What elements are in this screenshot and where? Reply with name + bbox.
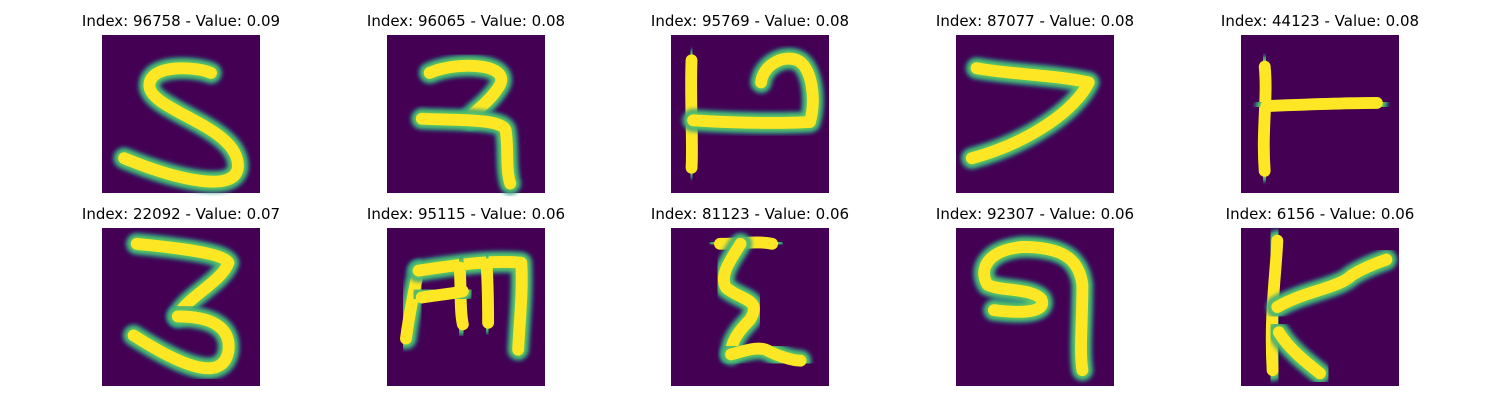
image-panel: Index: 96758 - Value: 0.09 xyxy=(82,12,280,193)
glyph-zigzag-shape xyxy=(708,231,812,372)
glyph-m-shape xyxy=(394,250,533,361)
panel-title: Index: 22092 - Value: 0.07 xyxy=(82,205,280,223)
panel-title: Index: 6156 - Value: 0.06 xyxy=(1226,205,1415,223)
image-panel: Index: 44123 - Value: 0.08 xyxy=(1221,12,1419,193)
image-panel: Index: 6156 - Value: 0.06 xyxy=(1226,205,1415,386)
panel-title: Index: 95115 - Value: 0.06 xyxy=(367,205,565,223)
image-panel: Index: 95769 - Value: 0.08 xyxy=(651,12,849,193)
glyph-p-shape xyxy=(680,47,824,179)
panel-title: Index: 87077 - Value: 0.08 xyxy=(936,12,1134,30)
image-panel: Index: 87077 - Value: 0.08 xyxy=(936,12,1134,193)
image-panel: Index: 92307 - Value: 0.06 xyxy=(936,205,1134,386)
glyph-three-shape xyxy=(122,232,240,380)
image-panel: Index: 95115 - Value: 0.06 xyxy=(367,205,565,386)
panel-title: Index: 95769 - Value: 0.08 xyxy=(651,12,849,30)
panel-title: Index: 44123 - Value: 0.08 xyxy=(1221,12,1419,30)
image-panel: Index: 81123 - Value: 0.06 xyxy=(651,205,849,386)
glyph-s-shape xyxy=(113,57,249,193)
panel-title: Index: 96065 - Value: 0.08 xyxy=(367,12,565,30)
glyph-k-shape xyxy=(1260,229,1398,385)
image-panel: Index: 22092 - Value: 0.07 xyxy=(82,205,280,386)
panel-title: Index: 92307 - Value: 0.06 xyxy=(936,205,1134,223)
glyph-loop-shape xyxy=(973,235,1094,382)
glyph-tee-shape xyxy=(1252,55,1388,182)
image-panel: Index: 96065 - Value: 0.08 xyxy=(367,12,565,195)
panel-title: Index: 81123 - Value: 0.06 xyxy=(651,205,849,223)
glyph-seven-shape xyxy=(960,57,1100,170)
glyph-ra-shape xyxy=(410,54,522,195)
panel-grid: Index: 96758 - Value: 0.09 Index: 96065 -… xyxy=(82,12,1419,386)
panel-title: Index: 96758 - Value: 0.09 xyxy=(82,12,280,30)
